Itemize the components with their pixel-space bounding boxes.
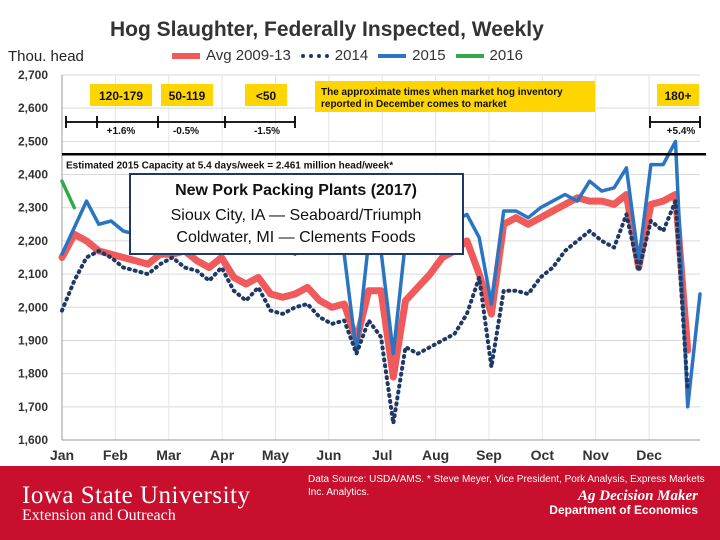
- extension-wordmark: Extension and Outreach: [22, 507, 176, 524]
- y-tick-label: 2,300: [18, 201, 48, 215]
- period-box: [90, 84, 152, 106]
- period-box: [245, 84, 287, 106]
- period-box: [657, 84, 699, 106]
- data-source-note: Data Source: USDA/AMS. * Steve Meyer, Vi…: [308, 474, 705, 498]
- annotation-line: Coldwater, MI — Clements Foods: [176, 229, 415, 246]
- note-box: [315, 81, 595, 112]
- annotation-box: [129, 173, 464, 255]
- legend-item-2014: 2014: [300, 47, 369, 64]
- ag-decision-maker-logo: Ag Decision Maker: [578, 488, 698, 504]
- x-tick-label: Jul: [372, 447, 392, 463]
- x-tick-label: Sep: [476, 447, 502, 463]
- x-tick-label: Feb: [103, 447, 128, 463]
- note-line: reported in December comes to market: [321, 99, 507, 110]
- period-box: [161, 84, 213, 106]
- y-tick-label: 2,200: [18, 234, 48, 248]
- x-tick-label: Jan: [50, 447, 74, 463]
- legend-item-avg: Avg 2009-13: [172, 47, 291, 64]
- x-tick-label: Apr: [210, 447, 235, 463]
- y-tick-label: 2,400: [18, 168, 48, 182]
- legend-item-2016: 2016: [455, 47, 523, 64]
- line-chart: 1,600 1,700 1,800 1,900 2,000 2,100 2,200 2,300…: [18, 68, 706, 463]
- legend-item-2015: 2015: [378, 47, 446, 64]
- x-tick-label: May: [262, 447, 289, 463]
- series-line-2014: [60, 199, 690, 426]
- x-tick-label: Jun: [316, 447, 341, 463]
- university-wordmark: Iowa State University: [22, 482, 251, 509]
- y-tick-label: 2,600: [18, 101, 48, 115]
- x-tick-label: Dec: [636, 447, 662, 463]
- capacity-label-bg: [64, 158, 440, 172]
- period-change: +1.6%: [107, 126, 136, 137]
- y-tick-label: 1,800: [18, 367, 48, 381]
- legend-label-2015: 2015: [412, 47, 446, 64]
- x-tick-label: Nov: [582, 447, 609, 463]
- y-tick-label: 1,700: [18, 400, 48, 414]
- period-label: <50: [256, 89, 277, 103]
- note-line: The approximate times when market hog in…: [321, 87, 563, 98]
- x-tick-label: Oct: [531, 447, 555, 463]
- y-axis-unit: Thou. head: [8, 48, 84, 65]
- period-label: 120-179: [99, 89, 143, 103]
- x-tick-label: Aug: [422, 447, 449, 463]
- y-tick-label: 1,900: [18, 333, 48, 347]
- department-label: Department of Economics: [549, 503, 698, 517]
- legend-swatch-2014: [300, 53, 329, 58]
- y-tick-label: 1,600: [18, 433, 48, 447]
- legend-label-2014: 2014: [334, 47, 369, 64]
- legend-label-2016: 2016: [489, 47, 523, 64]
- series-line-2016: [60, 179, 77, 210]
- period-change: -0.5%: [173, 126, 199, 137]
- x-tick-label: Mar: [156, 447, 181, 463]
- period-change: +5.4%: [667, 126, 696, 137]
- chart-title: Hog Slaughter, Federally Inspected, Week…: [110, 18, 544, 41]
- capacity-label: Estimated 2015 Capacity at 5.4 days/week…: [66, 160, 393, 171]
- y-tick-label: 2,700: [18, 68, 48, 82]
- legend: Avg 2009-13 2014 2015 2016: [172, 47, 533, 64]
- y-tick-label: 2,500: [18, 134, 48, 148]
- legend-swatch-2016: [455, 53, 484, 58]
- y-tick-label: 2,000: [18, 300, 48, 314]
- legend-swatch-2015: [378, 53, 407, 58]
- period-change: -1.5%: [254, 126, 280, 137]
- period-label: 180+: [664, 89, 691, 103]
- annotation-line: Sioux City, IA — Seaboard/Triumph: [171, 207, 422, 224]
- footer-bar: [0, 466, 720, 540]
- legend-label-avg: Avg 2009-13: [206, 47, 291, 64]
- period-label: 50-119: [169, 89, 206, 103]
- legend-swatch-avg: [172, 52, 200, 59]
- annotation-title: New Pork Packing Plants (2017): [175, 182, 417, 199]
- y-tick-label: 2,100: [18, 267, 48, 281]
